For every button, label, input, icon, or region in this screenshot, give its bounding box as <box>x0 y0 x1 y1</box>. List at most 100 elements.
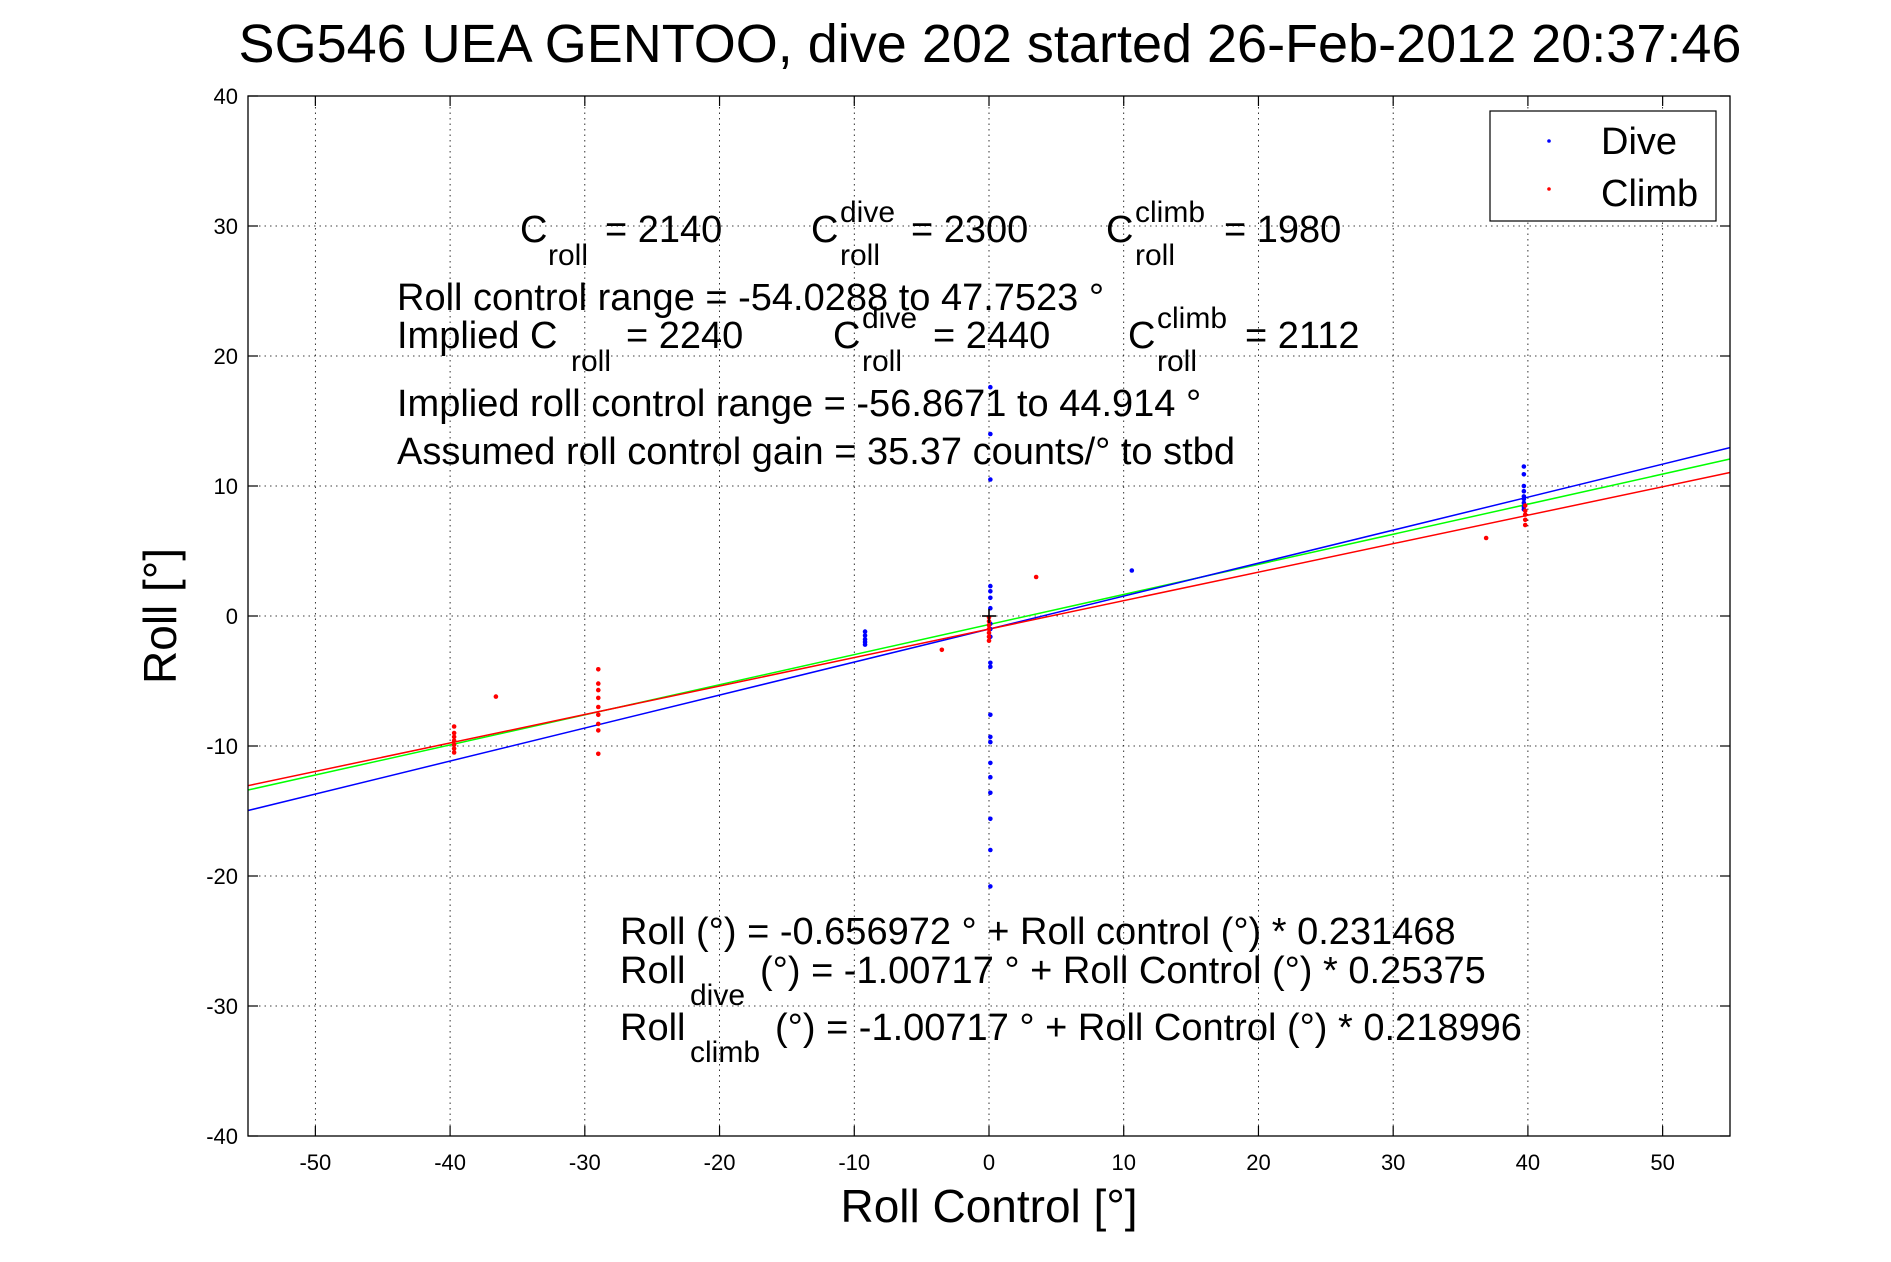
dive-point <box>1521 464 1527 469</box>
equation-climb-subscript: climb <box>690 1036 760 1069</box>
y-tick-label: -30 <box>206 994 238 1019</box>
y-tick-label: 10 <box>214 474 238 499</box>
c-roll-label: C <box>520 209 547 251</box>
y-tick-label: 20 <box>214 344 238 369</box>
implied-c-roll-value: = 2240 <box>626 315 743 357</box>
climb-point <box>986 626 992 632</box>
dive-point <box>988 660 993 666</box>
climb-point <box>939 647 945 653</box>
legend-box <box>1489 110 1717 222</box>
y-axis-label: Roll [°] <box>134 548 186 684</box>
dive-point <box>988 739 993 745</box>
x-tick-label: 30 <box>1381 1150 1405 1175</box>
x-tick-label: -20 <box>704 1150 736 1175</box>
y-tick-label: -10 <box>206 734 238 759</box>
climb-point <box>451 724 457 729</box>
axis-ticks: -50 -40 -30 -20 -10 0 10 20 30 40 50 -40 -30 -20 -10 0 1… <box>206 84 1730 1175</box>
x-tick-label: 0 <box>983 1150 995 1175</box>
dive-point <box>988 816 993 822</box>
dive-point <box>988 847 993 853</box>
roll-control-gain: Assumed roll control gain = 35.37 counts… <box>397 431 1235 473</box>
y-tick-label: 40 <box>214 84 238 109</box>
c-roll-subscript: roll <box>548 239 588 272</box>
legend-climb-label: Climb <box>1601 173 1698 215</box>
dive-point <box>988 790 993 796</box>
implied-c-climb-subscript: roll <box>1157 345 1197 378</box>
dive-point <box>988 589 993 594</box>
climb-point <box>1483 535 1489 541</box>
climb-point <box>1522 517 1528 523</box>
equation-climb-rest: (°) = -1.00717 ° + Roll Control (°) * 0.… <box>775 1007 1522 1049</box>
c-climb-value: = 1980 <box>1224 209 1341 251</box>
legend-dive-label: Dive <box>1601 121 1677 163</box>
climb-point <box>1522 522 1528 528</box>
implied-c-dive-superscript: dive <box>862 302 917 335</box>
dive-point <box>988 664 993 669</box>
climb-point <box>493 694 499 699</box>
dive-point <box>1521 483 1527 489</box>
dive-point <box>1521 472 1527 477</box>
implied-c-dive-label: C <box>833 315 860 357</box>
climb-point <box>451 746 457 751</box>
climb-point <box>595 728 601 733</box>
x-tick-label: 40 <box>1516 1150 1540 1175</box>
dive-point <box>988 760 993 766</box>
chart-title: SG546 UEA GENTOO, dive 202 started 26-Fe… <box>239 14 1742 74</box>
climb-point <box>451 738 457 744</box>
dive-point <box>988 477 993 482</box>
climb-point <box>1522 508 1528 513</box>
dive-point <box>862 642 868 647</box>
dive-point <box>988 734 993 740</box>
implied-c-climb-label: C <box>1128 315 1155 357</box>
dive-point <box>988 774 993 780</box>
dive-point <box>1129 568 1135 573</box>
equation-combined: Roll (°) = -0.656972 ° + Roll control (°… <box>620 911 1456 953</box>
climb-point <box>451 750 457 755</box>
y-tick-label: -40 <box>206 1124 238 1149</box>
c-dive-superscript: dive <box>840 196 895 229</box>
legend-dive-marker <box>1547 139 1551 143</box>
equation-dive-subscript: dive <box>690 979 745 1012</box>
x-tick-label: -30 <box>569 1150 601 1175</box>
implied-roll-control-range: Implied roll control range = -56.8671 to… <box>397 383 1201 425</box>
c-dive-subscript: roll <box>840 239 880 272</box>
c-dive-label: C <box>811 209 838 251</box>
x-axis-label: Roll Control [°] <box>840 1180 1137 1232</box>
equation-dive-rest: (°) = -1.00717 ° + Roll Control (°) * 0.… <box>760 950 1486 992</box>
y-tick-label: 30 <box>214 214 238 239</box>
c-climb-superscript: climb <box>1135 196 1205 229</box>
dive-point <box>988 384 993 390</box>
climb-point <box>595 681 601 686</box>
climb-point <box>595 704 601 710</box>
climb-point <box>1033 574 1039 580</box>
implied-c-roll-subscript: roll <box>571 345 611 378</box>
climb-point <box>451 742 457 747</box>
legend: Dive Climb <box>1489 110 1717 222</box>
climb-point <box>595 751 601 757</box>
implied-c-climb-value: = 2112 <box>1245 315 1359 357</box>
climb-point <box>595 687 601 693</box>
climb-point <box>1522 512 1528 517</box>
climb-point <box>595 721 601 727</box>
dive-point <box>988 712 993 718</box>
c-roll-annotation: C roll = 2140 C dive roll = 2300 C climb… <box>520 196 1341 272</box>
climb-point <box>1522 503 1528 508</box>
implied-c-label: Implied C <box>397 315 558 357</box>
climb-point <box>595 695 601 701</box>
dive-point <box>988 583 993 589</box>
x-tick-label: 20 <box>1246 1150 1270 1175</box>
equation-climb-prefix: Roll <box>620 1007 685 1049</box>
c-dive-value: = 2300 <box>911 209 1028 251</box>
dive-point <box>988 884 993 889</box>
y-tick-label: 0 <box>226 604 238 629</box>
implied-c-roll-annotation: Implied C roll = 2240 C dive roll = 2440… <box>397 302 1359 378</box>
climb-point <box>986 622 992 628</box>
dive-point <box>862 629 868 634</box>
climb-point <box>451 730 457 736</box>
dive-point <box>862 633 868 638</box>
c-climb-subscript: roll <box>1135 239 1175 272</box>
climb-point <box>595 712 601 718</box>
x-tick-label: -10 <box>838 1150 870 1175</box>
legend-climb-marker <box>1547 187 1551 191</box>
